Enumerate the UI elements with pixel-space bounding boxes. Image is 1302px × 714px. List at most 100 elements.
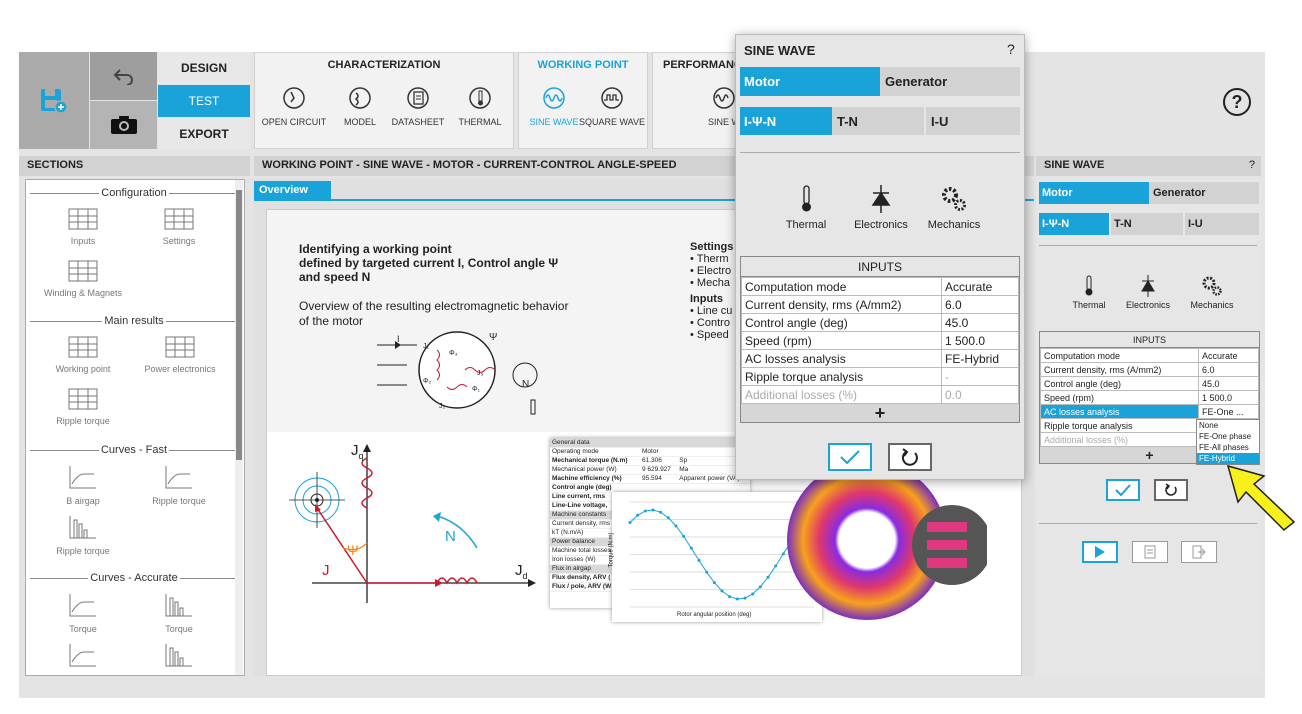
design-button[interactable]: DESIGN [158, 52, 250, 84]
dialog-help[interactable]: ? [1007, 41, 1015, 57]
help-button[interactable]: ? [1223, 88, 1251, 116]
reset-button[interactable] [888, 443, 932, 471]
line-chart-icon [69, 466, 96, 489]
input-row[interactable]: Speed (rpm) 1 500.0 [741, 331, 1019, 350]
torque-point [697, 558, 701, 562]
right-tab-t-n[interactable]: T-N [1111, 213, 1183, 235]
section-ripple-torque[interactable]: Ripple torque [38, 388, 128, 426]
thermal-button[interactable]: Thermal [778, 185, 834, 231]
input-row[interactable]: Control angle (deg) 45.0 [741, 313, 1019, 332]
save-button[interactable] [19, 52, 89, 149]
input-row[interactable]: Additional losses (%) 0.0 [741, 385, 1019, 404]
torque-point [766, 575, 770, 579]
dropdown-option[interactable]: FE-One phase [1199, 432, 1252, 441]
tab-overview[interactable]: Overview [254, 181, 331, 201]
tool-model[interactable]: MODEL [325, 83, 395, 127]
scrollbar-thumb[interactable] [236, 190, 242, 460]
tool-label: DATASHEET [391, 117, 445, 127]
label-N-rot: N [445, 528, 456, 545]
datasheet-icon [407, 87, 429, 109]
right-tab-i-psi-n[interactable]: I-Ψ-N [1039, 213, 1109, 235]
tab-generator[interactable]: Generator [880, 67, 1020, 96]
export-button[interactable]: EXPORT [158, 118, 250, 149]
torque-point [659, 510, 663, 514]
right-thermal-button[interactable]: Thermal [1064, 275, 1114, 310]
input-row[interactable]: Current density, rms (A/mm2) 6.0 [741, 295, 1019, 314]
section-torque-bars[interactable]: Torque [134, 592, 224, 634]
label-phi2: Φ₂ [423, 378, 432, 385]
section-ripple-torque-fast[interactable]: Ripple torque [134, 464, 224, 506]
tool-open-circuit[interactable]: OPEN CIRCUIT [259, 83, 329, 127]
tool-label: OPEN CIRCUIT [261, 117, 327, 127]
dropdown-option-selected[interactable]: FE-Hybrid [1197, 453, 1259, 464]
tool-square-wave[interactable]: SQUARE WAVE [575, 83, 649, 127]
label-N: N [522, 379, 530, 390]
torque-point [666, 516, 670, 520]
right-row[interactable]: Speed (rpm) 1 500.0 [1040, 390, 1259, 405]
input-row[interactable]: AC losses analysis FE-Hybrid [741, 349, 1019, 368]
right-row[interactable]: Computation mode Accurate [1040, 348, 1259, 363]
reset-icon [1165, 483, 1177, 496]
input-row[interactable]: Ripple torque analysis - [741, 367, 1019, 386]
add-button[interactable]: + [741, 404, 1019, 422]
snapshot-button[interactable] [90, 101, 157, 149]
section-curve-line-3[interactable] [38, 642, 128, 674]
sine-wave-icon [543, 87, 565, 109]
tab-t-n[interactable]: T-N [832, 107, 924, 135]
right-ok-button[interactable] [1106, 479, 1140, 501]
test-button[interactable]: TEST [158, 85, 250, 117]
report-button[interactable] [1132, 541, 1168, 563]
section-group-configuration: Configuration [30, 187, 238, 199]
right-reset-button[interactable] [1154, 479, 1188, 501]
dropdown-option[interactable]: FE-All phases [1199, 443, 1249, 452]
input-row[interactable]: Computation mode Accurate [741, 277, 1019, 296]
sections-scrollbar[interactable] [235, 180, 243, 675]
section-inputs[interactable]: Inputs [38, 208, 128, 246]
tool-perf-sine[interactable]: SINE W [689, 83, 759, 127]
tab-i-psi-n[interactable]: I-Ψ-N [740, 107, 832, 135]
tool-sine-wave[interactable]: SINE WAVE [519, 83, 589, 127]
torque-point [636, 513, 640, 517]
ok-button[interactable] [828, 443, 872, 471]
right-row[interactable]: Current density, rms (A/mm2) 6.0 [1040, 362, 1259, 377]
right-row-selected[interactable]: AC losses analysis FE-One ... [1040, 404, 1259, 419]
section-power-electronics[interactable]: Power electronics [130, 336, 230, 374]
group-title: WORKING POINT [537, 59, 629, 71]
right-dropdown-list[interactable]: None FE-One phase FE-All phases FE-Hybri… [1196, 419, 1260, 465]
label-Jq: Jq [351, 442, 364, 461]
torque-point [735, 597, 739, 601]
machine-schematic [377, 331, 538, 415]
section-working-point[interactable]: Working point [38, 336, 128, 374]
undo-button[interactable] [90, 52, 157, 100]
section-curve-bars-3[interactable] [134, 642, 224, 674]
section-settings[interactable]: Settings [134, 208, 224, 246]
torque-point [774, 564, 778, 568]
tool-datasheet[interactable]: DATASHEET [383, 83, 453, 127]
section-ripple-torque-bars[interactable]: Ripple torque [38, 514, 128, 556]
right-tab-motor[interactable]: Motor [1039, 182, 1149, 204]
label-J: J [322, 562, 330, 579]
right-electronics-button[interactable]: Electronics [1118, 275, 1178, 310]
mechanics-button[interactable]: Mechanics [920, 185, 988, 231]
section-torque-line[interactable]: Torque [38, 592, 128, 634]
reset-icon [901, 448, 918, 466]
run-button[interactable] [1082, 541, 1118, 563]
right-row[interactable]: Control angle (deg) 45.0 [1040, 376, 1259, 391]
working-point-group: WORKING POINT SINE WAVE SQUARE WAVE [518, 52, 648, 149]
bar-chart-icon [69, 516, 96, 539]
right-tab-generator[interactable]: Generator [1149, 182, 1259, 204]
tool-thermal[interactable]: THERMAL [445, 83, 515, 127]
section-winding[interactable]: Winding & Magnets [38, 260, 128, 298]
torque-point [705, 570, 709, 574]
tool-label: SINE WAVE [529, 117, 579, 127]
right-mechanics-button[interactable]: Mechanics [1182, 275, 1242, 310]
torque-point [674, 524, 678, 528]
table-icon [68, 388, 98, 410]
tab-i-u[interactable]: I-U [926, 107, 1020, 135]
electronics-button[interactable]: Electronics [844, 185, 918, 231]
export-results-button[interactable] [1181, 541, 1217, 563]
dropdown-option[interactable]: None [1199, 421, 1219, 430]
right-tab-i-u[interactable]: I-U [1185, 213, 1259, 235]
tab-motor[interactable]: Motor [740, 67, 880, 96]
section-b-airgap[interactable]: B airgap [38, 464, 128, 506]
